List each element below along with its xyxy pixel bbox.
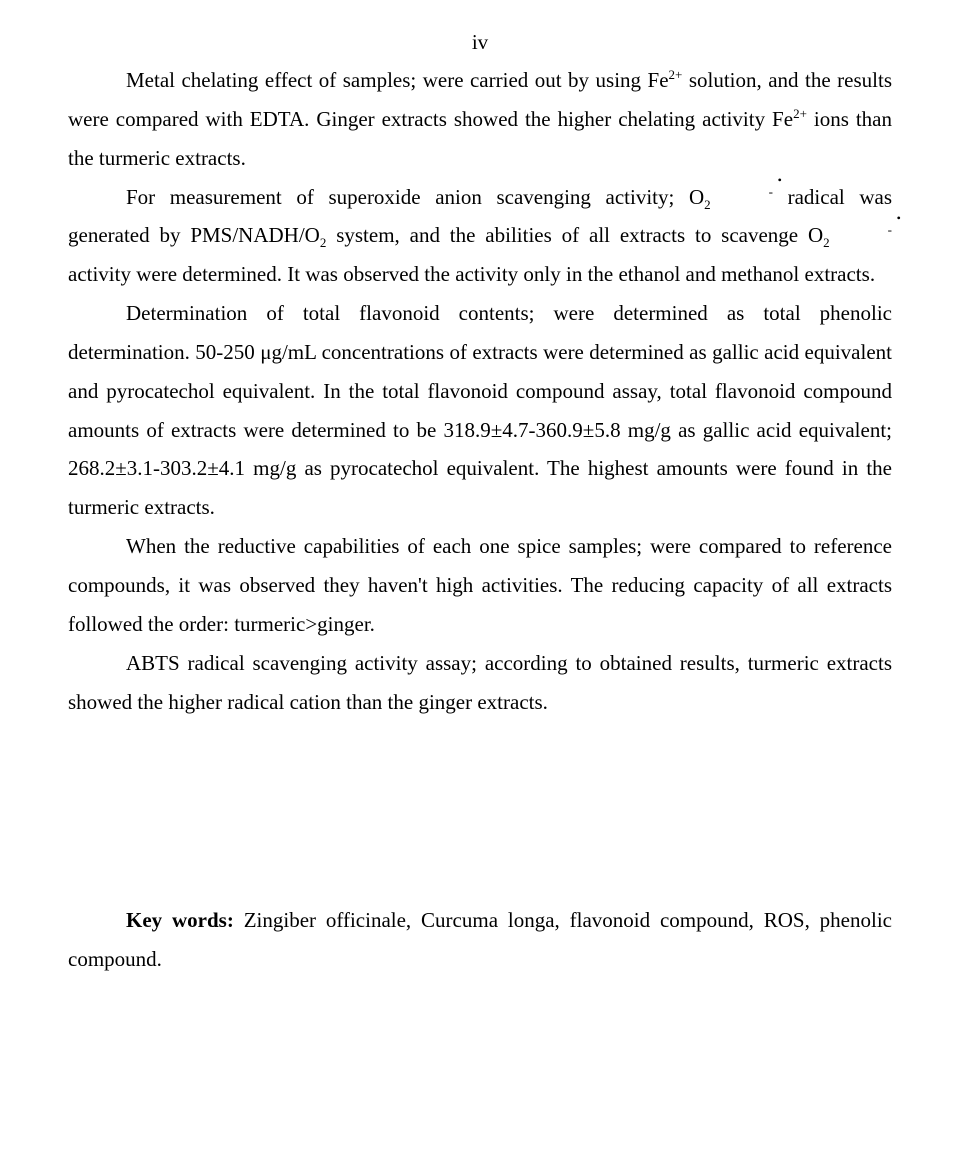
paragraph-2: For measurement of superoxide anion scav… <box>68 178 892 295</box>
p1-sup-1: 2+ <box>669 67 683 82</box>
p2-text-1: For measurement of superoxide anion scav… <box>126 185 704 209</box>
p1-sup-2: 2+ <box>793 106 807 121</box>
p2-sub-3: 2 <box>823 236 830 251</box>
paragraph-3: Determination of total flavonoid content… <box>68 294 892 527</box>
page-number: iv <box>68 30 892 55</box>
p2-text-3: system, and the abilities of all extract… <box>326 223 823 247</box>
p1-text-1: Metal chelating effect of samples; were … <box>126 68 669 92</box>
keywords-section: Key words: Zingiber officinale, Curcuma … <box>68 901 892 979</box>
p2-text-4: activity were determined. It was observe… <box>68 262 875 286</box>
paragraph-5: ABTS radical scavenging activity assay; … <box>68 644 892 722</box>
keywords-label: Key words: <box>126 908 234 932</box>
paragraph-1: Metal chelating effect of samples; were … <box>68 61 892 178</box>
paragraph-4: When the reductive capabilities of each … <box>68 527 892 644</box>
p2-sub-1: 2 <box>704 197 711 212</box>
